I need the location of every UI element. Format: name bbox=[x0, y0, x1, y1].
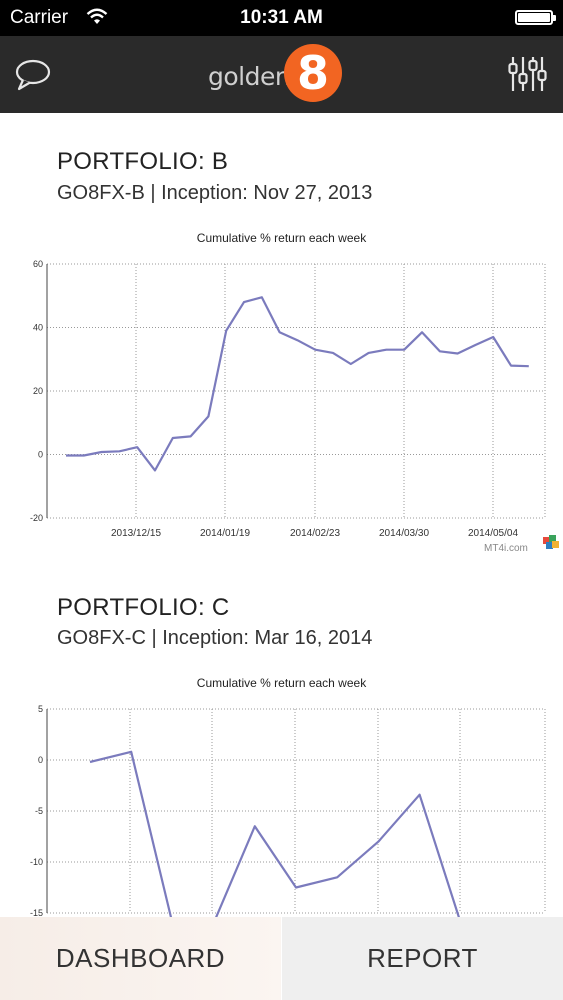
portfolio-list[interactable]: PORTFOLIO: B GO8FX-B | Inception: Nov 27… bbox=[0, 113, 563, 917]
mt4i-logo-icon bbox=[543, 535, 559, 551]
y-tick-label: -10 bbox=[30, 857, 43, 867]
x-tick-label: 2014/01/19 bbox=[200, 528, 250, 539]
battery-icon bbox=[515, 10, 556, 25]
y-tick-label: -5 bbox=[35, 806, 43, 816]
chat-bubble-icon[interactable] bbox=[13, 58, 53, 92]
y-tick-label: 0 bbox=[38, 755, 43, 765]
y-tick-label: -15 bbox=[30, 908, 43, 917]
y-tick-label: 0 bbox=[38, 450, 43, 460]
y-tick-label: 40 bbox=[33, 323, 43, 333]
y-tick-label: 5 bbox=[38, 704, 43, 714]
tab-report[interactable]: REPORT bbox=[282, 917, 563, 1000]
y-tick-label: 20 bbox=[33, 386, 43, 396]
logo-number: 8 bbox=[284, 44, 342, 102]
mt4i-watermark: MT4i.com bbox=[484, 543, 528, 554]
portfolio-b-chart-title: Cumulative % return each week bbox=[196, 231, 367, 245]
y-tick-label: -20 bbox=[30, 513, 43, 523]
portfolio-c-chart-title: Cumulative % return each week bbox=[196, 676, 367, 690]
x-tick-label: 2014/03/30 bbox=[379, 528, 429, 539]
portfolio-b-title: PORTFOLIO: B bbox=[57, 148, 229, 175]
x-tick-label: 2013/12/15 bbox=[111, 528, 161, 539]
y-tick-label: 60 bbox=[33, 259, 43, 269]
wifi-icon bbox=[86, 8, 108, 31]
sliders-icon[interactable] bbox=[507, 54, 547, 94]
status-bar: Carrier 10:31 AM bbox=[0, 0, 563, 36]
portfolio-b-subtitle: GO8FX-B | Inception: Nov 27, 2013 bbox=[57, 182, 373, 204]
x-tick-label: 2014/05/04 bbox=[468, 528, 518, 539]
series-line bbox=[89, 750, 460, 917]
logo-word: golden bbox=[208, 62, 291, 91]
portfolio-c-subtitle: GO8FX-C | Inception: Mar 16, 2014 bbox=[57, 627, 373, 649]
x-tick-label: 2014/02/23 bbox=[290, 528, 340, 539]
nav-bar: golden 8 bbox=[0, 36, 563, 113]
portfolio-b-chart: 60 40 20 0 -20 2013/12/15 2014/01/19 2014/02/23… bbox=[30, 259, 546, 539]
status-time: 10:31 AM bbox=[240, 7, 323, 28]
tab-bar: DASHBOARD REPORT bbox=[0, 917, 563, 1000]
tab-dashboard[interactable]: DASHBOARD bbox=[0, 917, 281, 1000]
golden8-logo: golden 8 bbox=[208, 44, 348, 106]
portfolio-c-title: PORTFOLIO: C bbox=[57, 594, 230, 621]
series-line bbox=[66, 296, 529, 472]
carrier-label: Carrier bbox=[10, 7, 69, 28]
portfolio-c-chart: 5 0 -5 -10 -15 bbox=[30, 704, 546, 917]
